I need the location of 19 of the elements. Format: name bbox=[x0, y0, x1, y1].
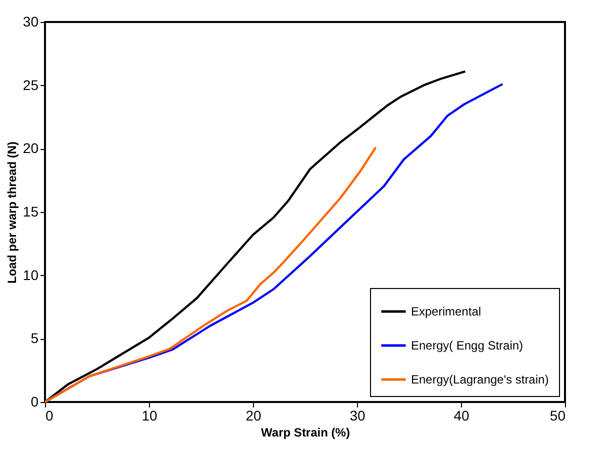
y-tick-label: 10 bbox=[22, 266, 39, 283]
legend-label: Energy( Engg Strain) bbox=[411, 338, 524, 352]
y-axis-title: Load per warp thread (N) bbox=[4, 141, 19, 284]
x-tick-label: 10 bbox=[142, 408, 158, 424]
y-tick-label: 15 bbox=[22, 204, 39, 220]
y-tick-label: 20 bbox=[22, 140, 39, 156]
x-tick-label: 20 bbox=[246, 408, 262, 424]
x-axis-title: Warp Strain (%) bbox=[261, 426, 350, 440]
y-tick-label: 0 bbox=[30, 394, 39, 410]
legend-label: Experimental bbox=[411, 304, 482, 318]
y-tick-label: 5 bbox=[30, 330, 39, 346]
line-series bbox=[44, 146, 377, 404]
x-tick-label: 30 bbox=[350, 408, 366, 424]
y-tick-label: 25 bbox=[22, 76, 39, 93]
legend-label: Energy(Lagrange's strain) bbox=[411, 372, 549, 386]
x-tick-label: 0 bbox=[46, 408, 54, 424]
x-tick-label: 50 bbox=[550, 408, 566, 424]
x-tick-label: 40 bbox=[454, 408, 470, 424]
y-tick-label: 30 bbox=[22, 14, 39, 30]
